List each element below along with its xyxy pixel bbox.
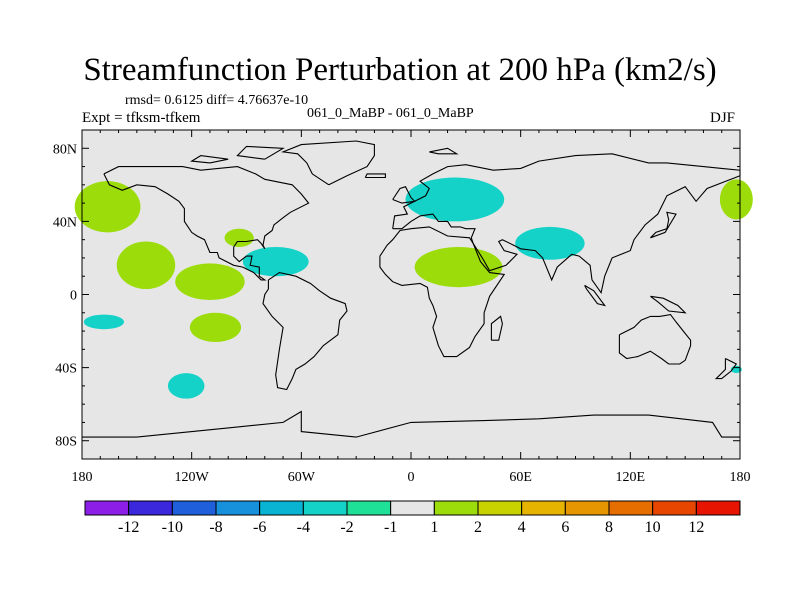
coastline-3 xyxy=(280,140,375,186)
colorbar-label: 12 xyxy=(688,519,704,536)
colorbar-label: -8 xyxy=(209,519,222,536)
colorbar-swatch-10 xyxy=(477,500,523,516)
coastline-5 xyxy=(379,226,506,358)
colorbar-label: -6 xyxy=(253,519,266,536)
colorbar-swatch-13 xyxy=(608,500,654,516)
colorbar-label: 10 xyxy=(645,519,661,536)
colorbar-label: -10 xyxy=(162,519,183,536)
x-tick-label: 60E xyxy=(509,470,532,485)
x-tick-label: 120E xyxy=(616,470,646,485)
anomaly-blob-6 xyxy=(189,312,242,343)
colorbar-swatch-11 xyxy=(521,500,566,516)
anomaly-blob-3 xyxy=(116,241,176,290)
colorbar-swatch-9 xyxy=(433,500,479,516)
colorbar-label: 2 xyxy=(474,519,482,536)
colorbar-swatch-2 xyxy=(128,500,173,516)
colorbar-label: 8 xyxy=(605,519,613,536)
anomaly-blob-4 xyxy=(224,228,254,247)
x-tick-label: 60W xyxy=(288,470,316,485)
experiment-label: Expt = tfksm-tfkem xyxy=(82,110,201,126)
x-tick-label: 180 xyxy=(730,470,751,485)
coastline-6 xyxy=(490,315,503,341)
y-tick-label: 0 xyxy=(70,289,77,304)
colorbar-swatch-3 xyxy=(171,500,217,516)
coastline-9 xyxy=(650,211,677,239)
y-tick-label: 40S xyxy=(55,362,77,377)
colorbar-swatch-8 xyxy=(390,500,435,516)
coastline-16 xyxy=(429,147,459,155)
y-tick-label: 40N xyxy=(53,215,77,230)
coastline-17 xyxy=(364,173,386,179)
plot-background xyxy=(82,130,740,459)
anomaly-blob-7 xyxy=(414,246,503,288)
colorbar-swatch-1 xyxy=(84,500,130,516)
colorbar-label: -1 xyxy=(384,519,397,536)
comparison-label: 061_0_MaBP - 061_0_MaBP xyxy=(307,106,474,121)
coastline-2 xyxy=(262,272,348,391)
coastline-8 xyxy=(618,314,692,365)
x-tick-label: 120W xyxy=(175,470,210,485)
x-tick-label: 0 xyxy=(408,470,415,485)
colorbar-label: -12 xyxy=(118,519,139,536)
y-tick-label: 80S xyxy=(55,435,77,450)
anomaly-blob-5 xyxy=(175,263,245,300)
colorbar-swatch-12 xyxy=(564,500,610,516)
coastline-15 xyxy=(190,155,229,164)
stats-label: rmsd= 0.6125 diff= 4.76637e-10 xyxy=(125,93,309,108)
colorbar-swatch-4 xyxy=(215,500,261,516)
coastline-7 xyxy=(392,186,416,204)
coastline-layer xyxy=(82,140,741,438)
colorbar-swatch-5 xyxy=(259,500,304,516)
colorbar-label: 6 xyxy=(561,519,569,536)
axis-ticks: 180 120W 60W 0 60E 120E 180 80N 40N 0 40S 80S xyxy=(53,130,751,485)
colorbar-label: 4 xyxy=(518,519,526,536)
anomaly-blob-11 xyxy=(83,314,125,330)
colorbar: -12 -10 -8 -6 -4 -2 -1 1 2 4 6 8 10 12 xyxy=(84,500,741,536)
y-tick-label: 80N xyxy=(53,142,77,157)
chart-title: Streamfunction Perturbation at 200 hPa (… xyxy=(83,52,717,88)
colorbar-label: -4 xyxy=(297,519,310,536)
coastline-1 xyxy=(103,166,310,281)
coastline-13 xyxy=(82,410,740,438)
coastline-12 xyxy=(714,358,738,380)
colorbar-swatch-14 xyxy=(652,500,697,516)
coastline-14 xyxy=(236,145,285,160)
anomaly-blob-8 xyxy=(405,177,505,222)
anomaly-blob-1 xyxy=(74,181,141,233)
colorbar-swatch-7 xyxy=(346,500,392,516)
anomaly-layer xyxy=(74,177,753,399)
coastline-4 xyxy=(392,153,741,295)
coastline-11 xyxy=(650,295,687,314)
season-label: DJF xyxy=(710,110,736,126)
colorbar-label: 1 xyxy=(430,519,438,536)
x-tick-label: 180 xyxy=(72,470,93,485)
anomaly-blob-2 xyxy=(719,179,753,220)
colorbar-swatch-15 xyxy=(695,500,741,516)
colorbar-label: -2 xyxy=(340,519,353,536)
anomaly-blob-12 xyxy=(167,373,205,399)
anomaly-blob-9 xyxy=(515,226,585,260)
colorbar-swatch-6 xyxy=(302,500,348,516)
coastline-10 xyxy=(584,284,607,307)
